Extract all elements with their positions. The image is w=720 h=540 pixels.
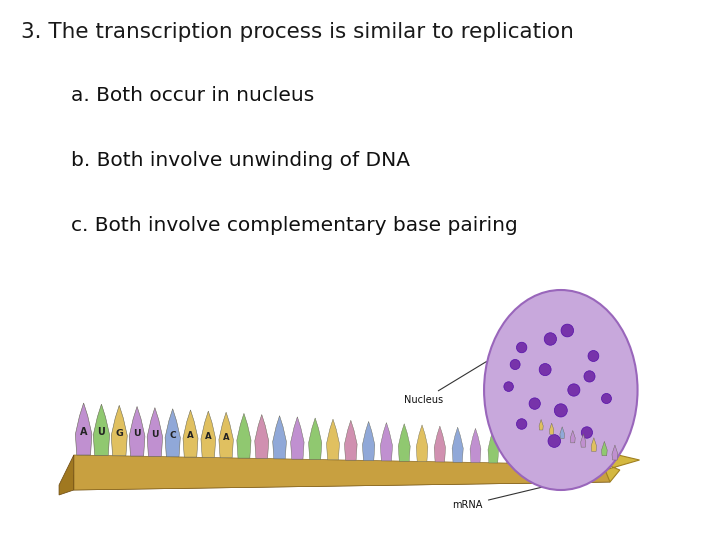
Polygon shape <box>549 423 554 434</box>
Circle shape <box>561 324 574 337</box>
Text: a. Both occur in nucleus: a. Both occur in nucleus <box>71 86 314 105</box>
Polygon shape <box>416 425 428 462</box>
Polygon shape <box>73 455 610 490</box>
Polygon shape <box>183 410 198 457</box>
Text: A: A <box>205 432 212 441</box>
Polygon shape <box>546 440 639 482</box>
Circle shape <box>510 360 520 369</box>
Circle shape <box>529 398 540 409</box>
Polygon shape <box>201 411 216 457</box>
Text: C: C <box>169 430 176 440</box>
Text: U: U <box>133 429 141 438</box>
Polygon shape <box>470 428 481 463</box>
Polygon shape <box>59 455 73 495</box>
Polygon shape <box>560 427 564 438</box>
Polygon shape <box>291 417 304 459</box>
Polygon shape <box>488 429 499 463</box>
Polygon shape <box>559 434 570 464</box>
Polygon shape <box>237 413 251 458</box>
Circle shape <box>504 382 513 392</box>
Circle shape <box>516 342 527 353</box>
Polygon shape <box>76 403 92 455</box>
Polygon shape <box>581 434 586 447</box>
Text: mRNA: mRNA <box>453 485 548 510</box>
Polygon shape <box>255 415 269 458</box>
Text: b. Both involve unwinding of DNA: b. Both involve unwinding of DNA <box>71 151 410 170</box>
Polygon shape <box>570 430 575 443</box>
Polygon shape <box>577 435 587 464</box>
Polygon shape <box>273 416 287 459</box>
Polygon shape <box>112 406 127 456</box>
Polygon shape <box>380 423 392 461</box>
Circle shape <box>601 394 611 403</box>
Circle shape <box>568 384 580 396</box>
Text: A: A <box>187 431 194 440</box>
Polygon shape <box>219 412 233 458</box>
Circle shape <box>544 333 557 345</box>
Text: 3. The transcription process is similar to replication: 3. The transcription process is similar … <box>22 22 574 42</box>
Circle shape <box>516 418 527 429</box>
Polygon shape <box>506 430 516 463</box>
Polygon shape <box>595 436 605 465</box>
Text: G: G <box>115 429 123 437</box>
Polygon shape <box>452 427 463 462</box>
Text: U: U <box>151 430 158 439</box>
Circle shape <box>554 404 567 417</box>
Polygon shape <box>147 408 163 456</box>
Polygon shape <box>541 433 552 464</box>
Polygon shape <box>362 421 375 461</box>
Polygon shape <box>591 438 597 451</box>
Polygon shape <box>326 419 339 460</box>
Polygon shape <box>434 426 446 462</box>
Circle shape <box>548 435 561 447</box>
Text: Nucleus: Nucleus <box>404 361 487 405</box>
Text: c. Both involve complementary base pairing: c. Both involve complementary base pairi… <box>71 216 518 235</box>
Polygon shape <box>94 404 109 455</box>
Polygon shape <box>612 445 618 460</box>
Text: A: A <box>80 427 87 437</box>
Circle shape <box>584 371 595 382</box>
Text: A: A <box>222 433 230 442</box>
Polygon shape <box>601 441 607 456</box>
Polygon shape <box>524 432 534 464</box>
Polygon shape <box>309 418 322 460</box>
Polygon shape <box>539 420 543 430</box>
Polygon shape <box>73 467 610 490</box>
Circle shape <box>539 363 551 376</box>
Polygon shape <box>398 424 410 461</box>
Polygon shape <box>344 420 357 460</box>
Polygon shape <box>129 407 145 456</box>
Ellipse shape <box>484 290 637 490</box>
Polygon shape <box>165 409 180 457</box>
Circle shape <box>588 350 599 361</box>
Circle shape <box>581 427 593 438</box>
Text: U: U <box>98 427 105 437</box>
